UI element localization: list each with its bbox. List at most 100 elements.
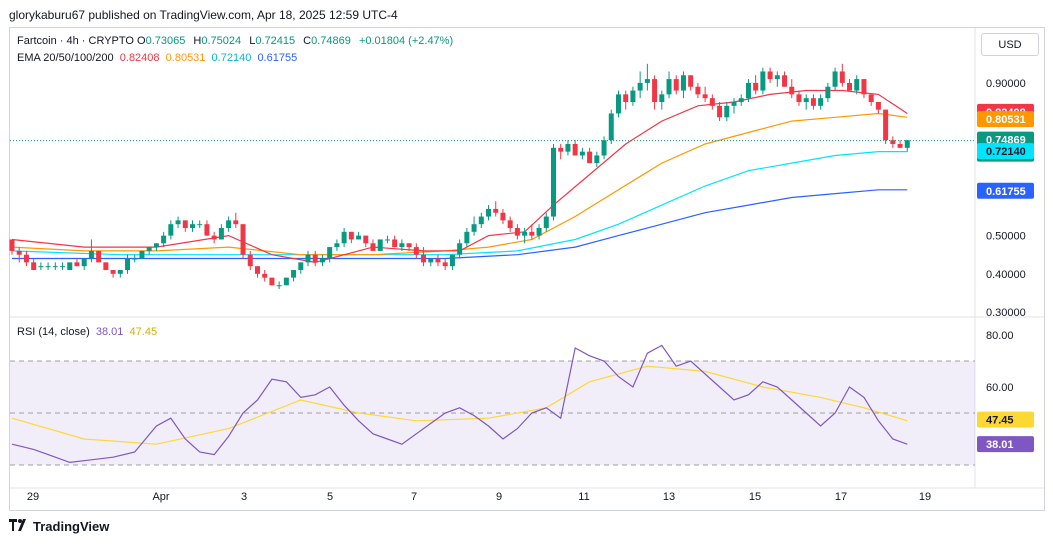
candle-body: [146, 247, 152, 251]
candle-body: [168, 224, 174, 236]
ema50-price-tag: 0.80531: [986, 114, 1026, 126]
candle-body: [587, 151, 593, 164]
candle-body: [298, 262, 304, 270]
candle-body: [680, 75, 686, 91]
candle-body: [803, 98, 809, 102]
candle-body: [818, 98, 824, 106]
candle-body: [312, 254, 318, 263]
rsi-ma-line: [11, 365, 908, 445]
candle-body: [594, 155, 600, 164]
candle-body: [457, 243, 463, 255]
tradingview-logo: TradingView: [9, 519, 109, 534]
candle-body: [132, 258, 138, 260]
currency-selector[interactable]: USD: [981, 33, 1039, 56]
candle-body: [377, 239, 383, 251]
ema200-price-tag: 0.61755: [986, 186, 1026, 198]
candle-body: [558, 147, 564, 152]
candle-body: [327, 247, 333, 259]
candle-body: [652, 79, 658, 102]
ema200-price-tag-bg: [977, 182, 1034, 199]
time-tick-label: 9: [496, 491, 502, 503]
ema200-line: [12, 189, 908, 260]
candle-body: [117, 270, 123, 274]
candle-body: [868, 94, 874, 102]
candle-body: [96, 250, 102, 263]
candle-body: [45, 266, 51, 268]
tradingview-logo-icon: [9, 519, 29, 534]
ohlc-high: 0.75024: [201, 35, 242, 47]
candle-body: [81, 258, 87, 267]
candle-body: [449, 254, 455, 267]
ema100-value: 0.72140: [211, 52, 252, 64]
rsi-tick-label: 80.00: [986, 330, 1014, 342]
time-tick-label: 17: [835, 491, 847, 503]
candle-body: [666, 79, 672, 95]
ema200-value: 0.61755: [257, 52, 298, 64]
candle-body: [161, 235, 167, 244]
candle-body: [774, 75, 780, 80]
candle-body: [782, 75, 788, 87]
candle-body: [644, 79, 650, 83]
candle-body: [500, 212, 506, 221]
candle-body: [507, 220, 513, 228]
candle-body: [175, 220, 181, 225]
ema50-price-tag-bg: [977, 111, 1034, 128]
candle-body: [890, 140, 896, 144]
price-tick-label: 0.30000: [986, 307, 1026, 319]
candle-body: [709, 98, 715, 106]
rsi-ma-tag: 47.45: [986, 415, 1014, 427]
candle-body: [204, 224, 210, 236]
candle-body: [110, 270, 116, 274]
candle-body: [428, 258, 434, 263]
candle-body: [356, 235, 362, 240]
candle-body: [305, 254, 311, 263]
candle-body: [659, 94, 665, 102]
ema50-line: [11, 112, 908, 256]
ohlc-close-key: C: [303, 35, 312, 47]
candle-body: [904, 140, 910, 148]
rsi-tag: 38.01: [986, 439, 1014, 451]
time-tick-label: 5: [327, 491, 333, 503]
candle-body: [406, 243, 412, 248]
candle-body: [839, 71, 845, 83]
rsi-legend: RSI (14, close) 38.01 47.45: [17, 326, 157, 338]
candle-body: [551, 147, 556, 217]
publisher-line: glorykaburu67 published on TradingView.c…: [9, 8, 398, 22]
candle-body: [125, 258, 131, 270]
candle-body: [724, 105, 730, 118]
candle-body: [370, 243, 376, 251]
candle-body: [421, 254, 427, 263]
candle-body: [832, 71, 838, 87]
ohlc-low-key: L: [249, 35, 256, 47]
candle-body: [695, 86, 701, 95]
time-tick-label: 13: [663, 491, 675, 503]
candle-body: [522, 231, 528, 236]
rsi-label: RSI (14, close): [17, 326, 90, 338]
candle-body: [283, 277, 289, 286]
candle-body: [536, 228, 542, 236]
rsi-line: [11, 344, 908, 464]
rsi-tag-bg: [977, 436, 1034, 453]
candle-body: [240, 224, 246, 255]
candle-body: [60, 266, 66, 268]
symbol-legend: Fartcoin · 4h · CRYPTO O0.73065 H0.75024…: [17, 35, 458, 47]
candle-body: [384, 239, 390, 241]
candle-body: [341, 231, 347, 244]
candle-body: [702, 94, 708, 99]
candle-body: [334, 243, 340, 248]
candle-body: [363, 235, 369, 244]
candle-body: [637, 82, 643, 91]
ema100-price-tag-bg: [977, 143, 1034, 160]
candle-body: [738, 98, 744, 102]
time-tick-label: 29: [27, 491, 39, 503]
ema50-value: 0.80531: [165, 52, 206, 64]
ohlc-change: +0.01804 (+2.47%): [358, 35, 454, 47]
candle-body: [854, 79, 860, 91]
candle-body: [153, 243, 159, 248]
candle-body: [254, 266, 260, 274]
candle-body: [471, 224, 477, 232]
candle-body: [211, 235, 217, 240]
candle-body: [233, 220, 239, 225]
ohlc-open-key: O: [137, 35, 146, 47]
